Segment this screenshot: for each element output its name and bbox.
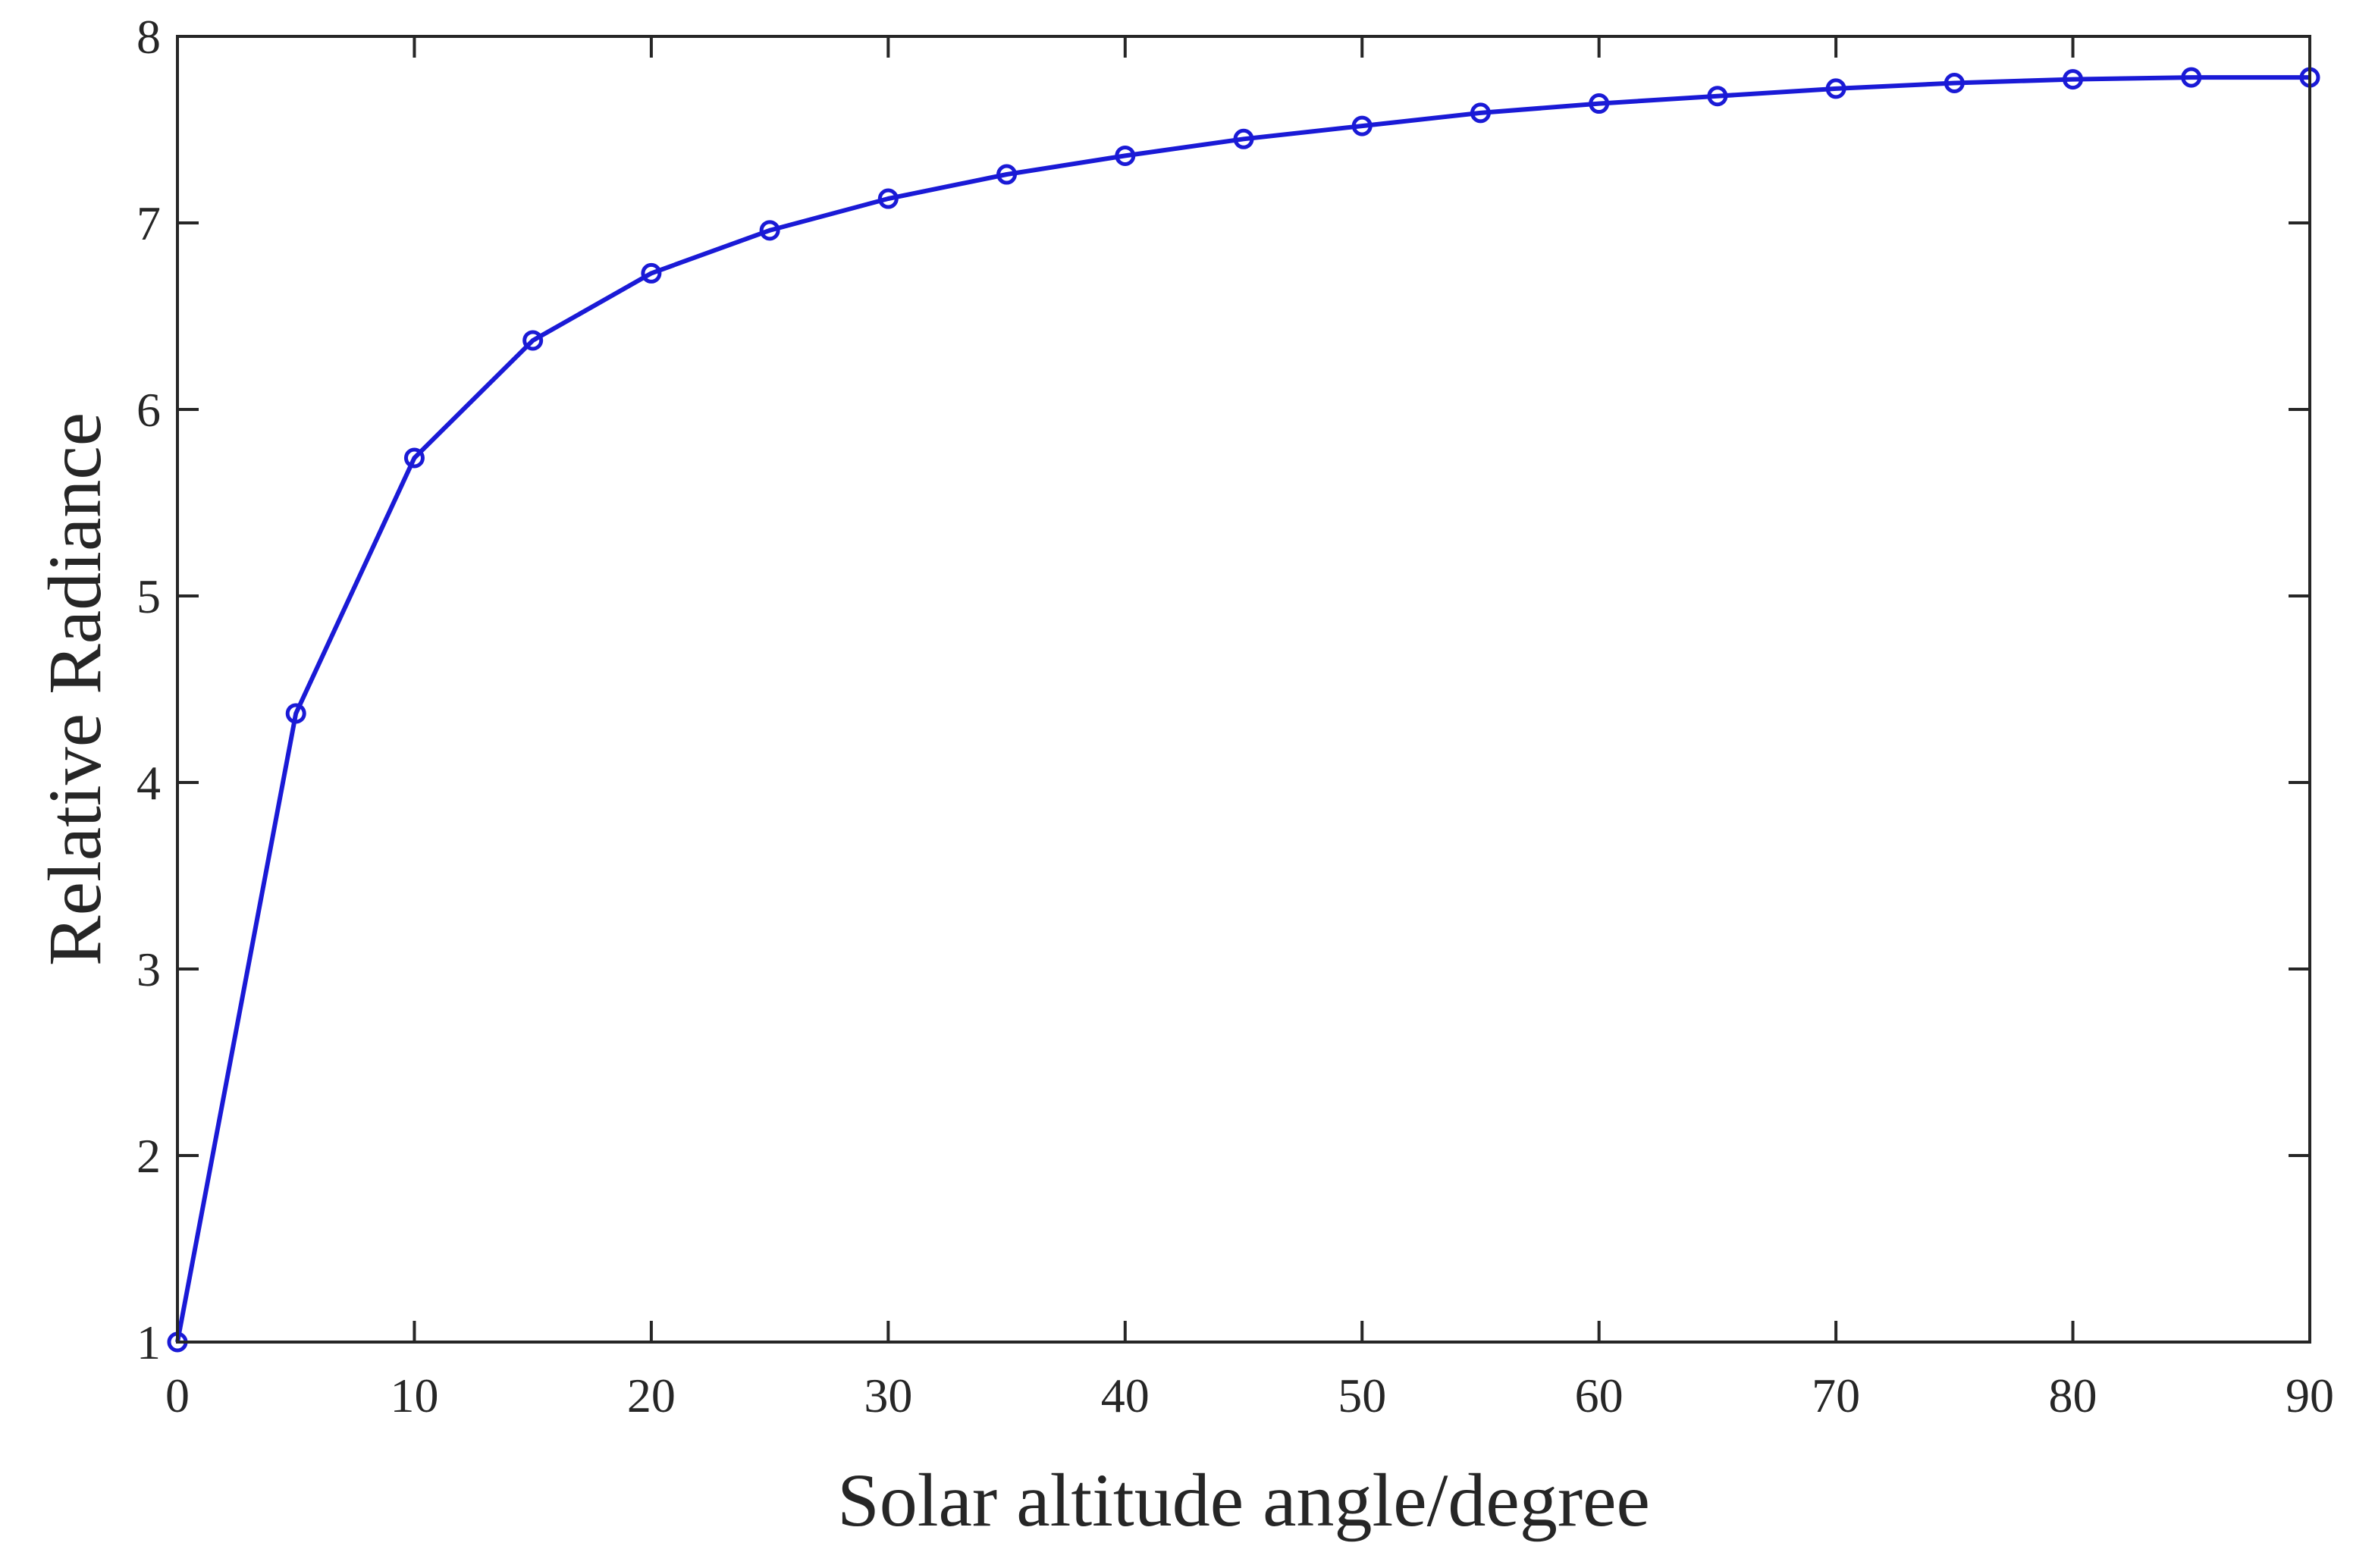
x-tick-label: 30 <box>864 1369 912 1422</box>
data-point <box>996 164 1018 185</box>
data-point <box>285 703 306 724</box>
plot-frame <box>176 35 2311 1344</box>
y-tick-label: 1 <box>136 1316 161 1369</box>
data-point <box>1589 93 1610 114</box>
y-tick-labels: 1 2 3 4 5 6 7 8 <box>136 10 161 1369</box>
x-tick-label: 60 <box>1575 1369 1624 1422</box>
y-tick-label: 5 <box>136 569 161 623</box>
data-point <box>2181 67 2202 88</box>
y-tick-label: 8 <box>136 10 161 64</box>
y-tick-label: 2 <box>136 1129 161 1183</box>
x-axis-label: Solar altitude angle/degree <box>837 1458 1650 1542</box>
x-tick-label: 10 <box>390 1369 438 1422</box>
y-tick-label: 6 <box>136 383 161 437</box>
data-point <box>877 188 899 209</box>
x-tick-label: 80 <box>2049 1369 2097 1422</box>
x-tick-label: 90 <box>2286 1369 2334 1422</box>
data-point <box>1825 78 1846 99</box>
data-point <box>759 220 780 241</box>
x-tick-label: 40 <box>1101 1369 1150 1422</box>
data-point <box>1470 102 1491 124</box>
data-point <box>2063 69 2084 90</box>
data-point <box>1707 86 1728 107</box>
data-point <box>1233 128 1254 149</box>
series-line <box>175 75 2310 1343</box>
x-tick-label: 0 <box>165 1369 190 1422</box>
data-point <box>1351 115 1373 136</box>
x-tick-label: 50 <box>1338 1369 1386 1422</box>
x-tick-label: 70 <box>1812 1369 1860 1422</box>
data-point <box>641 262 662 284</box>
y-tick-label: 4 <box>136 756 161 810</box>
data-point <box>1944 73 1965 93</box>
y-axis-label: Relative Radiance <box>33 412 117 966</box>
x-tick-label: 20 <box>627 1369 676 1422</box>
y-tick-label: 7 <box>136 196 161 250</box>
axis-ticks <box>176 35 2311 1344</box>
x-tick-labels: 0 10 20 30 40 50 60 70 80 90 <box>165 1369 2334 1422</box>
y-tick-label: 3 <box>136 942 161 996</box>
data-point <box>403 447 425 469</box>
data-point <box>1115 145 1136 166</box>
data-point <box>522 330 544 351</box>
